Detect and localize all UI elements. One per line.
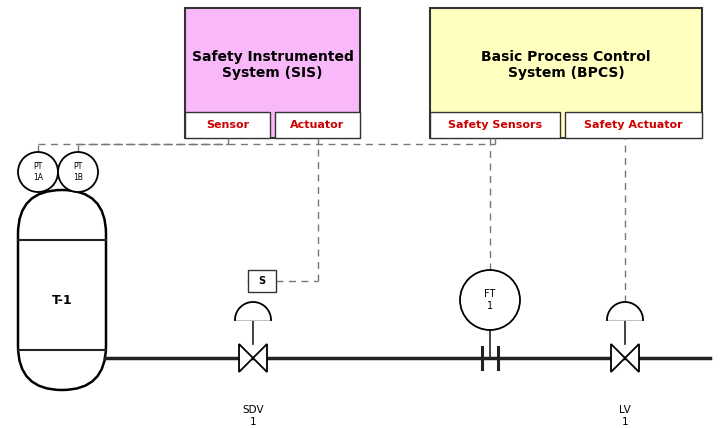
- Text: FT
1: FT 1: [485, 289, 495, 311]
- Text: SDV
1: SDV 1: [242, 405, 264, 427]
- Polygon shape: [607, 302, 643, 320]
- Circle shape: [18, 152, 58, 192]
- Text: LV
1: LV 1: [619, 405, 631, 427]
- Bar: [185, 8, 360, 138]
- Polygon shape: [239, 344, 253, 372]
- Polygon shape: [611, 344, 625, 372]
- Bar: [430, 8, 702, 138]
- Polygon shape: [625, 344, 639, 372]
- Text: T-1: T-1: [52, 294, 72, 306]
- Text: S: S: [258, 276, 266, 286]
- Bar: [275, 112, 360, 138]
- Bar: [248, 270, 276, 292]
- Text: PT
1A: PT 1A: [33, 162, 43, 182]
- Text: Sensor: Sensor: [206, 120, 249, 130]
- Polygon shape: [253, 344, 267, 372]
- Bar: [185, 112, 270, 138]
- Text: Safety Instrumented
System (SIS): Safety Instrumented System (SIS): [192, 50, 354, 80]
- Text: PT
1B: PT 1B: [73, 162, 83, 182]
- Circle shape: [58, 152, 98, 192]
- FancyBboxPatch shape: [18, 190, 106, 390]
- Circle shape: [460, 270, 520, 330]
- Text: Actuator: Actuator: [290, 120, 345, 130]
- Bar: [565, 112, 702, 138]
- Text: Basic Process Control
System (BPCS): Basic Process Control System (BPCS): [481, 50, 651, 80]
- Text: Safety Actuator: Safety Actuator: [584, 120, 683, 130]
- Text: Safety Sensors: Safety Sensors: [448, 120, 542, 130]
- Polygon shape: [235, 302, 271, 320]
- Bar: [430, 112, 560, 138]
